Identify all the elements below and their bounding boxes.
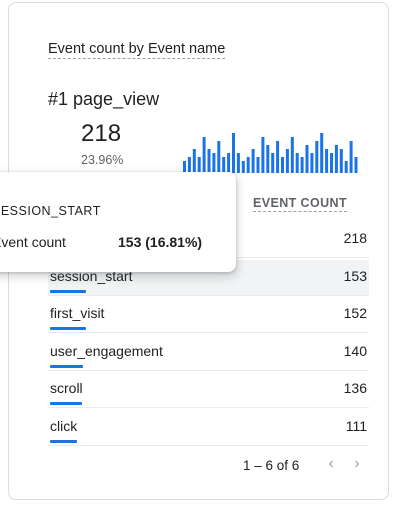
event-count-value: 153: [343, 267, 367, 284]
sparkline-bar: [212, 153, 216, 173]
tooltip-value: 153 (16.81%): [118, 234, 203, 250]
top-event-value: 218: [81, 120, 122, 147]
sparkline-bar: [295, 153, 299, 173]
pagination-range: 1 – 6 of 6: [243, 458, 300, 473]
share-bar: [50, 439, 77, 443]
prev-page-button[interactable]: ‹: [328, 455, 334, 472]
event-count-value: 140: [343, 342, 367, 359]
sparkline-bar: [310, 153, 314, 173]
event-name: click: [50, 417, 78, 434]
sparkline-bar: [334, 145, 338, 173]
sparkline-bar: [281, 157, 284, 173]
sparkline-bar: [217, 141, 221, 173]
sparkline-bar: [222, 157, 226, 173]
sparkline-bar: [339, 149, 343, 173]
share-bar: [50, 402, 82, 405]
next-page-button[interactable]: ›: [354, 455, 360, 472]
share-bar: [50, 364, 83, 368]
card-title[interactable]: Event count by Event name: [48, 41, 226, 59]
table-row[interactable]: first_visit 152: [48, 297, 369, 333]
event-count-value: 152: [343, 305, 367, 321]
sparkline-bar: [241, 161, 245, 173]
sparkline-bar: [276, 141, 280, 173]
share-bar: [50, 327, 86, 330]
event-count-column-header[interactable]: EVENT COUNT: [253, 196, 347, 212]
sparkline-bar: [183, 161, 186, 173]
sparkline-bar: [354, 157, 358, 173]
event-name: user_engagement: [50, 342, 163, 359]
sparkline-bar: [202, 137, 206, 173]
sparkline-bar: [207, 149, 211, 173]
sparkline-bar: [192, 149, 196, 173]
sparkline-bar: [330, 153, 333, 173]
event-name: scroll: [50, 380, 83, 396]
table-row[interactable]: user_engagement 140: [48, 335, 369, 371]
row-tooltip: SESSION_START Event count 153 (16.81%): [0, 172, 236, 272]
sparkline-bar: [305, 145, 309, 173]
event-name: first_visit: [50, 305, 105, 321]
sparkline-bar: [320, 133, 324, 173]
tooltip-label: Event count: [0, 234, 66, 250]
sparkline-bar: [236, 153, 240, 173]
sparkline-bar: [187, 157, 191, 173]
event-count-value: 218: [343, 230, 367, 246]
event-count-value: 136: [343, 380, 367, 396]
sparkline-bar: [315, 141, 319, 173]
sparkline-bar: [232, 133, 235, 173]
sparkline-bar: [325, 149, 329, 173]
sparkline-bar: [266, 145, 270, 173]
sparkline-bar: [349, 141, 353, 173]
sparkline-bar: [261, 137, 265, 173]
sparkline-bar: [300, 157, 304, 173]
sparkline-bar: [271, 153, 275, 173]
tooltip-title: SESSION_START: [0, 204, 101, 218]
event-count-value: 111: [345, 417, 367, 434]
sparkline-bar: [290, 137, 294, 173]
top-event-percentage: 23.96%: [81, 153, 124, 167]
sparkline-bar: [197, 157, 201, 173]
sparkline-bar: [227, 153, 231, 173]
sparkline-bar: [251, 149, 255, 173]
event-sparkline: [183, 133, 358, 173]
sparkline-bar: [246, 157, 250, 173]
sparkline-bar: [344, 161, 348, 173]
top-event-label: #1 page_view: [48, 89, 160, 109]
sparkline-bar: [256, 157, 260, 173]
table-row[interactable]: scroll 136: [48, 372, 369, 408]
share-bar: [50, 289, 86, 293]
table-row[interactable]: click 111: [48, 410, 369, 446]
sparkline-bar: [285, 149, 289, 173]
